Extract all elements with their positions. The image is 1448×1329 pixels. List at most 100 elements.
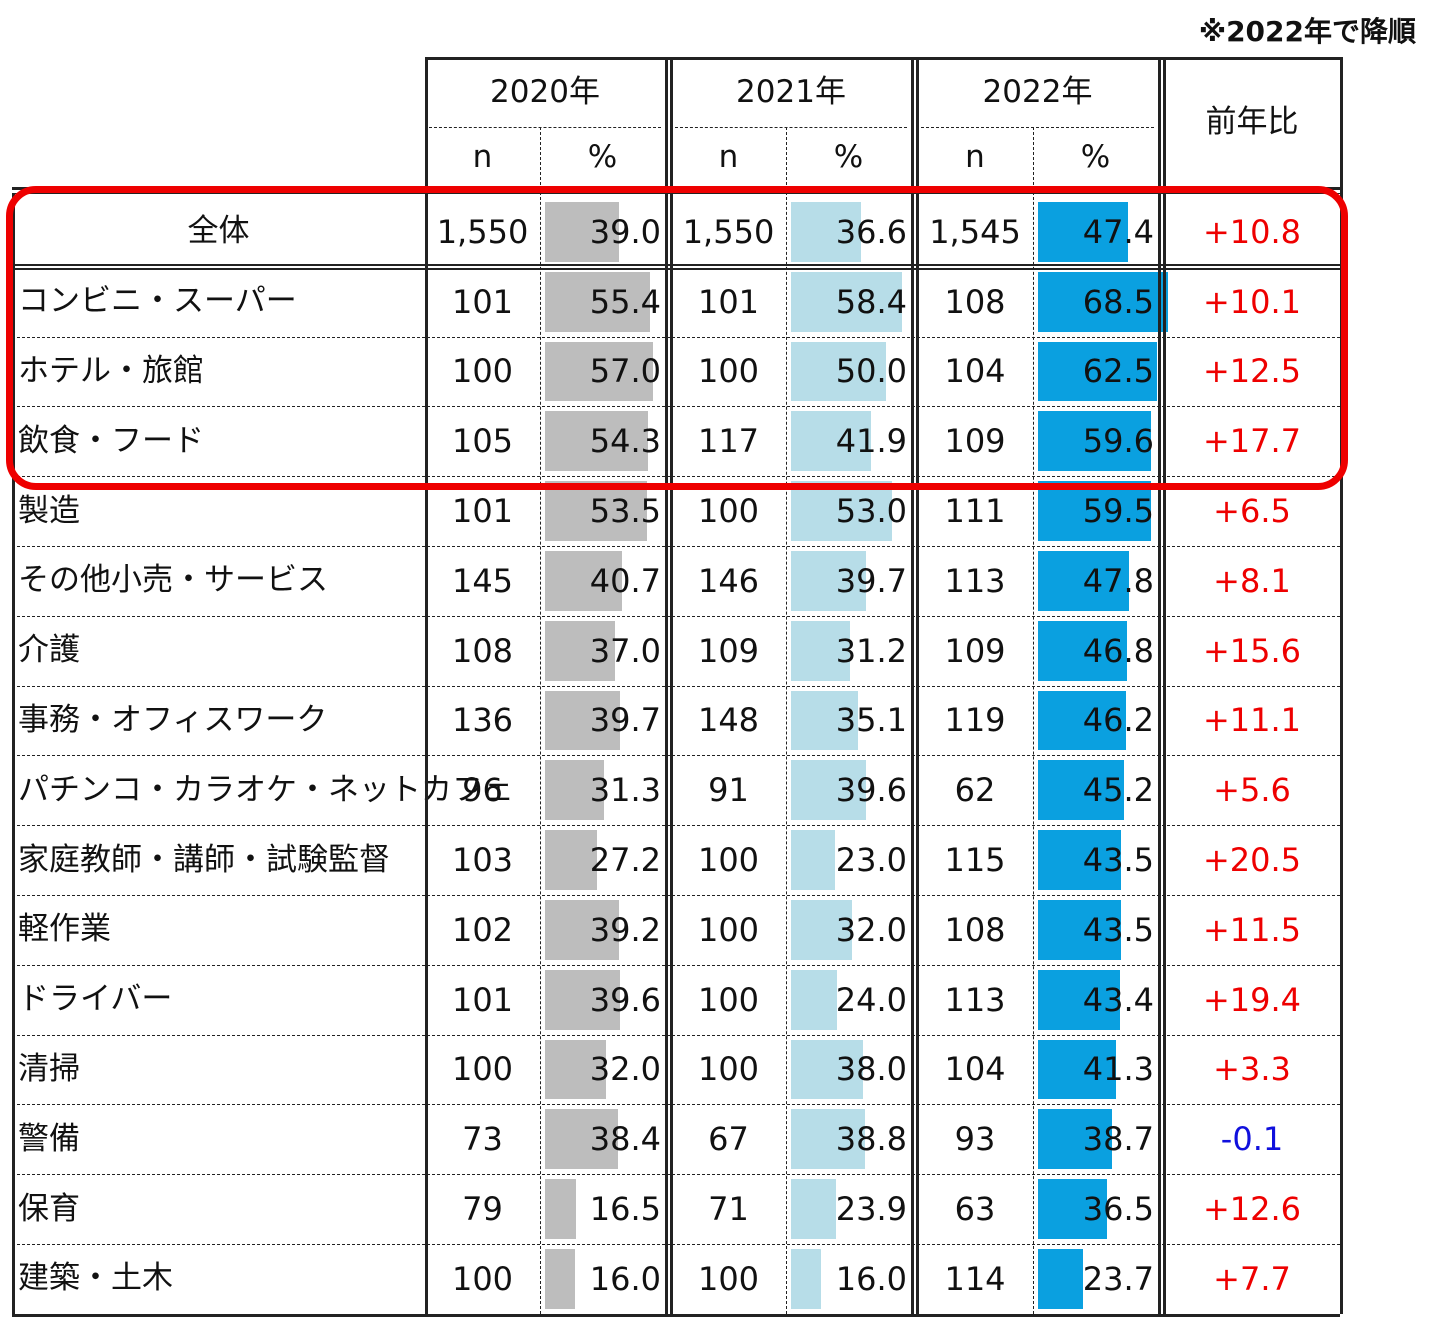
row-divider bbox=[12, 964, 1340, 966]
n-value-2022: 108 bbox=[944, 910, 1006, 949]
diff-value: -0.1 bbox=[1220, 1120, 1284, 1159]
pct-value-2022: 62.5 bbox=[1082, 352, 1154, 391]
pct-bar-2021 bbox=[791, 481, 892, 541]
pct-bar-2021 bbox=[791, 760, 867, 821]
n-pct-divider-2022 bbox=[1033, 127, 1034, 1314]
row-divider bbox=[12, 1104, 1340, 1106]
pct-header-2020: % bbox=[587, 138, 618, 175]
row-label: ホテル・旅館 bbox=[18, 352, 204, 389]
pct-value-2022: 47.8 bbox=[1082, 561, 1154, 600]
diff-header: 前年比 bbox=[1205, 103, 1299, 140]
pct-value-2020: 38.4 bbox=[589, 1120, 661, 1159]
n-value-2022: 1,545 bbox=[929, 212, 1021, 251]
pct-value-2021: 32.0 bbox=[835, 910, 907, 949]
pct-bar-2020 bbox=[545, 202, 620, 262]
diff-value: +3.3 bbox=[1213, 1050, 1291, 1089]
row-label: 建築・土木 bbox=[18, 1260, 173, 1297]
pct-value-2022: 43.5 bbox=[1082, 841, 1154, 880]
pct-bar-2020 bbox=[545, 1109, 618, 1170]
pct-value-2022: 41.3 bbox=[1082, 1050, 1154, 1089]
pct-bar-2021 bbox=[791, 551, 867, 611]
row-label: 軽作業 bbox=[18, 911, 111, 948]
row-divider bbox=[12, 825, 1340, 827]
pct-value-2021: 35.1 bbox=[835, 701, 907, 740]
header-bottom-border bbox=[12, 187, 1340, 190]
n-value-2022: 63 bbox=[954, 1190, 996, 1229]
pct-value-2021: 24.0 bbox=[835, 980, 907, 1019]
diff-value: +8.1 bbox=[1213, 561, 1291, 600]
row-divider bbox=[12, 336, 1340, 338]
diff-value: +6.5 bbox=[1213, 492, 1291, 531]
pct-bar-2020 bbox=[545, 341, 654, 402]
block-divider-a-2022 bbox=[1158, 57, 1161, 1314]
pct-header-2021: % bbox=[833, 138, 864, 175]
pct-bar-2020 bbox=[545, 271, 651, 332]
diff-value: +10.8 bbox=[1202, 212, 1302, 251]
n-value-2021: 148 bbox=[697, 701, 760, 740]
pct-value-2020: 53.5 bbox=[589, 492, 661, 531]
n-value-2021: 100 bbox=[697, 492, 760, 531]
pct-value-2022: 46.8 bbox=[1082, 631, 1154, 670]
pct-value-2021: 39.6 bbox=[835, 771, 907, 810]
row-label: 全体 bbox=[187, 213, 250, 250]
n-value-2020: 101 bbox=[451, 980, 514, 1019]
pct-value-2020: 16.5 bbox=[589, 1190, 661, 1229]
pct-bar-2020 bbox=[545, 481, 647, 541]
pct-bar-2020 bbox=[545, 969, 621, 1030]
pct-bar-2022 bbox=[1038, 411, 1152, 472]
pct-value-2020: 27.2 bbox=[589, 841, 661, 880]
n-value-2022: 93 bbox=[954, 1120, 996, 1159]
n-value-2022: 119 bbox=[944, 701, 1006, 740]
pct-value-2020: 16.0 bbox=[589, 1259, 661, 1298]
pct-value-2021: 23.0 bbox=[835, 841, 907, 880]
pct-value-2022: 36.5 bbox=[1082, 1190, 1154, 1229]
n-value-2021: 1,550 bbox=[682, 212, 775, 251]
pct-value-2021: 50.0 bbox=[835, 352, 907, 391]
row-label: コンビニ・スーパー bbox=[18, 283, 297, 320]
n-value-2021: 67 bbox=[708, 1120, 749, 1159]
pct-bar-2022 bbox=[1038, 690, 1126, 751]
row-divider bbox=[12, 685, 1340, 687]
block-divider-b-2020 bbox=[670, 57, 673, 1314]
pct-bar-2022 bbox=[1038, 620, 1127, 681]
pct-bar-2021 bbox=[791, 900, 852, 960]
total-row-divider bbox=[12, 263, 1340, 266]
pct-value-2022: 43.4 bbox=[1082, 980, 1154, 1019]
pct-value-2022: 47.4 bbox=[1082, 212, 1154, 251]
pct-value-2022: 43.5 bbox=[1082, 910, 1154, 949]
diff-value: +5.6 bbox=[1213, 771, 1291, 810]
n-value-2022: 62 bbox=[954, 771, 996, 810]
n-value-2020: 100 bbox=[451, 1259, 514, 1298]
n-value-2021: 71 bbox=[708, 1190, 749, 1229]
n-value-2022: 111 bbox=[944, 492, 1006, 531]
pct-bar-2022 bbox=[1038, 341, 1157, 402]
pct-bar-2021 bbox=[791, 690, 858, 751]
pct-bar-2021 bbox=[791, 620, 851, 681]
pct-value-2020: 55.4 bbox=[589, 282, 661, 321]
block-divider-a-2021 bbox=[911, 57, 914, 1314]
right-border bbox=[1340, 57, 1343, 1314]
pct-value-2020: 39.2 bbox=[589, 910, 661, 949]
pct-bar-2021 bbox=[791, 1039, 864, 1100]
pct-bar-2022 bbox=[1038, 1179, 1108, 1239]
diff-value: +12.5 bbox=[1202, 352, 1302, 391]
n-value-2021: 117 bbox=[697, 422, 760, 461]
n-value-2021: 109 bbox=[697, 631, 760, 670]
pct-bar-2022 bbox=[1038, 760, 1124, 821]
n-value-2020: 103 bbox=[451, 841, 514, 880]
n-value-2022: 104 bbox=[944, 352, 1006, 391]
n-value-2022: 113 bbox=[944, 561, 1006, 600]
n-value-2020: 100 bbox=[451, 352, 514, 391]
pct-value-2022: 38.7 bbox=[1082, 1120, 1154, 1159]
pct-value-2020: 31.3 bbox=[589, 771, 661, 810]
row-label: 飲食・フード bbox=[18, 422, 204, 459]
row-divider bbox=[12, 1034, 1340, 1036]
n-value-2021: 91 bbox=[708, 771, 749, 810]
row-label: 警備 bbox=[18, 1120, 80, 1157]
year-header-2020: 2020年 bbox=[490, 73, 600, 110]
row-divider bbox=[12, 546, 1340, 547]
row-divider bbox=[12, 406, 1340, 408]
n-value-2020: 145 bbox=[451, 561, 514, 600]
year-header-2021: 2021年 bbox=[736, 73, 846, 110]
pct-bar-2020 bbox=[545, 1179, 577, 1239]
